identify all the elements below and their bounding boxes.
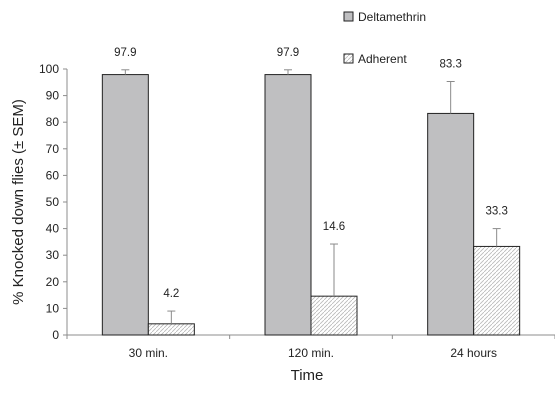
bar-deltamethrin-0: [101, 74, 149, 336]
legend-label-adherent: Adherent: [358, 52, 407, 66]
bar-deltamethrin-1: [264, 74, 312, 336]
y-tick-label: 90: [46, 89, 60, 103]
x-tick-label: 120 min.: [288, 346, 334, 360]
legend-swatch-adherent: [343, 53, 354, 64]
bar-adherent-1: [310, 295, 358, 336]
bars: [101, 69, 521, 336]
y-tick-label: 30: [46, 248, 60, 262]
x-tick-label: 30 min.: [129, 346, 168, 360]
data-label: 97.9: [114, 47, 136, 59]
data-label: 4.2: [163, 288, 179, 300]
legend-swatch-deltamethrin: [343, 11, 354, 22]
y-axis-title: % Knocked down flies (± SEM): [10, 99, 27, 305]
y-tick-label: 70: [46, 142, 60, 156]
y-tick-label: 0: [52, 328, 59, 342]
y-tick-label: 40: [46, 222, 60, 236]
legend: Deltamethrin Adherent: [343, 10, 426, 66]
data-label: 83.3: [439, 59, 461, 71]
data-label: 97.9: [277, 47, 299, 59]
x-axis-title: Time: [291, 367, 324, 384]
legend-label-deltamethrin: Deltamethrin: [358, 10, 426, 24]
bar-adherent-2: [473, 245, 521, 336]
y-tick-label: 20: [46, 275, 60, 289]
y-tick-label: 80: [46, 115, 60, 129]
data-labels: 97.9 97.9 83.3 4.2 14.6 33.3: [114, 47, 508, 300]
y-tick-label: 10: [46, 301, 60, 315]
y-tick-label: 50: [46, 195, 60, 209]
y-tick-label: 60: [46, 168, 60, 182]
y-tick-label: 100: [39, 62, 59, 76]
data-label: 14.6: [323, 221, 345, 233]
data-label: 33.3: [485, 206, 507, 218]
bar-deltamethrin-2: [427, 112, 475, 336]
bar-adherent-0: [147, 323, 195, 336]
x-tick-label: 24 hours: [450, 346, 497, 360]
